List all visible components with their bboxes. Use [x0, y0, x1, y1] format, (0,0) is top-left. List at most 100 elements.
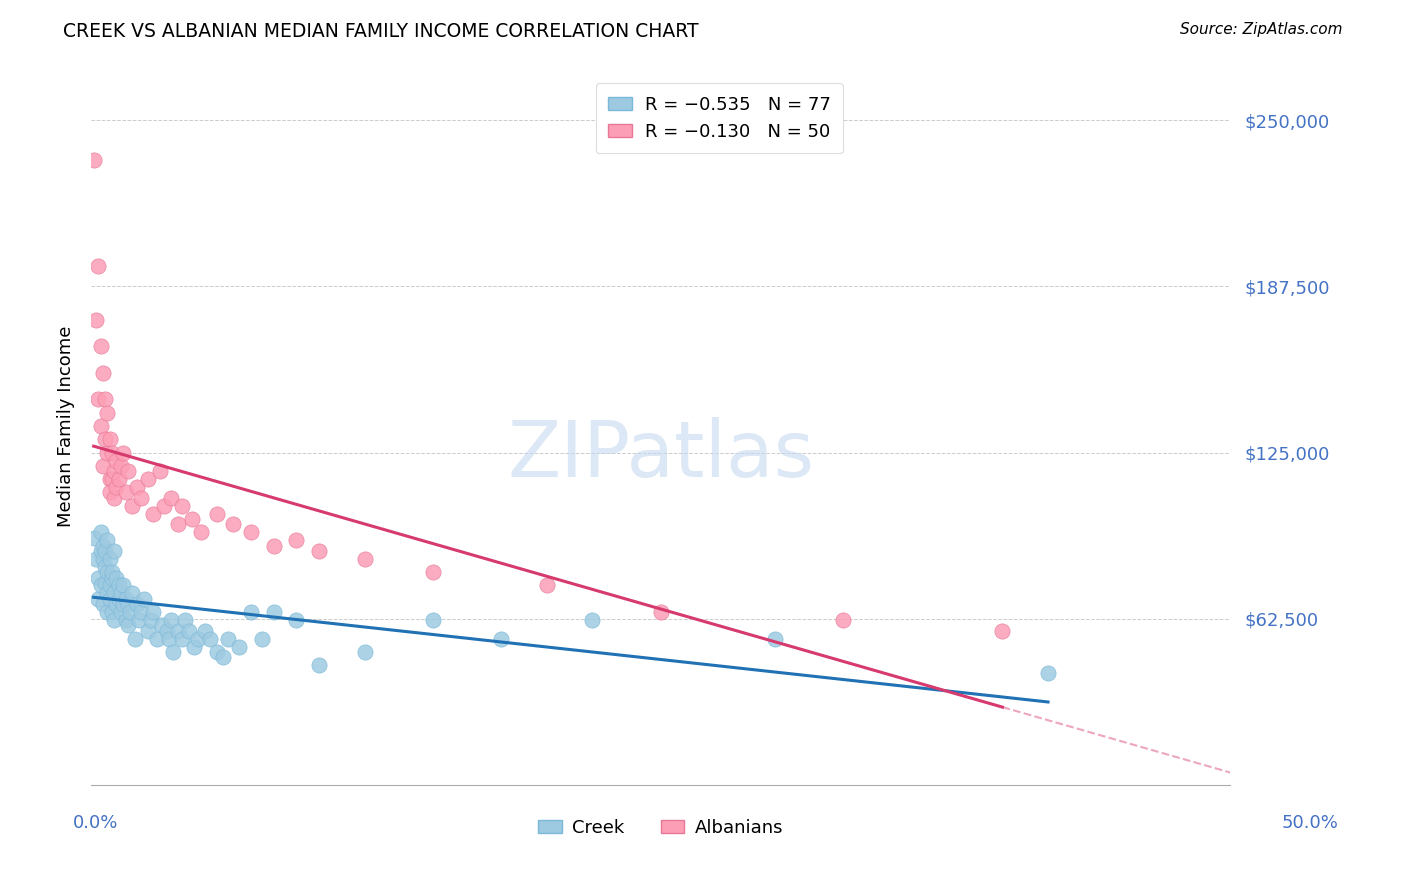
Point [89, 578, 111, 592]
Point [832, 613, 855, 627]
Point [105, 480, 128, 494]
Point [87, 570, 110, 584]
Point [650, 605, 672, 619]
Point [150, 618, 173, 632]
Point [98, 485, 121, 500]
Point [139, 613, 162, 627]
Point [167, 624, 190, 638]
Point [91, 366, 114, 380]
Point [101, 445, 124, 459]
Point [96, 586, 118, 600]
Point [142, 507, 165, 521]
Point [120, 605, 142, 619]
Point [94, 432, 117, 446]
Text: 50.0%: 50.0% [1282, 814, 1339, 831]
Point [142, 605, 165, 619]
Point [87, 591, 110, 606]
Point [205, 507, 228, 521]
Point [198, 632, 221, 646]
Point [94, 544, 117, 558]
Point [117, 597, 139, 611]
Point [110, 605, 132, 619]
Point [250, 632, 273, 646]
Text: Source: ZipAtlas.com: Source: ZipAtlas.com [1180, 22, 1343, 37]
Point [221, 517, 243, 532]
Point [96, 565, 118, 579]
Point [160, 613, 183, 627]
Point [228, 640, 250, 654]
Point [422, 613, 444, 627]
Point [172, 499, 194, 513]
Point [353, 552, 375, 566]
Point [194, 624, 217, 638]
Point [125, 597, 148, 611]
Point [422, 565, 444, 579]
Point [121, 499, 143, 513]
Point [105, 597, 128, 611]
Point [160, 491, 183, 505]
Point [114, 613, 136, 627]
Point [180, 512, 202, 526]
Point [83, 531, 105, 545]
Point [96, 406, 118, 420]
Point [84, 312, 107, 326]
Point [263, 539, 285, 553]
Point [187, 632, 209, 646]
Point [763, 632, 786, 646]
Point [172, 632, 194, 646]
Point [239, 525, 262, 540]
Point [89, 525, 111, 540]
Point [146, 632, 169, 646]
Point [217, 632, 239, 646]
Point [173, 613, 195, 627]
Point [98, 472, 121, 486]
Point [132, 591, 155, 606]
Point [103, 544, 125, 558]
Point [107, 591, 129, 606]
Point [103, 586, 125, 600]
Point [89, 339, 111, 353]
Point [117, 618, 139, 632]
Point [131, 605, 153, 619]
Point [117, 464, 139, 478]
Text: ZIPatlas: ZIPatlas [508, 417, 814, 492]
Point [96, 605, 118, 619]
Point [536, 578, 558, 592]
Text: CREEK VS ALBANIAN MEDIAN FAMILY INCOME CORRELATION CHART: CREEK VS ALBANIAN MEDIAN FAMILY INCOME C… [63, 22, 699, 41]
Point [107, 472, 129, 486]
Point [89, 418, 111, 433]
Point [98, 578, 121, 592]
Point [155, 624, 177, 638]
Point [112, 445, 135, 459]
Point [491, 632, 513, 646]
Point [91, 552, 114, 566]
Point [94, 560, 117, 574]
Point [101, 472, 124, 486]
Point [157, 632, 180, 646]
Point [162, 645, 184, 659]
Point [353, 645, 375, 659]
Point [121, 586, 143, 600]
Point [110, 586, 132, 600]
Point [239, 605, 262, 619]
Point [98, 591, 121, 606]
Point [91, 539, 114, 553]
Point [308, 658, 330, 673]
Point [308, 544, 330, 558]
Point [107, 578, 129, 592]
Point [96, 445, 118, 459]
Point [96, 533, 118, 548]
Point [149, 464, 172, 478]
Point [179, 624, 201, 638]
Point [91, 597, 114, 611]
Point [87, 260, 110, 274]
Point [124, 632, 146, 646]
Point [138, 472, 160, 486]
Point [98, 552, 121, 566]
Point [89, 544, 111, 558]
Point [212, 650, 235, 665]
Point [183, 640, 205, 654]
Point [285, 533, 308, 548]
Point [83, 153, 105, 167]
Point [110, 458, 132, 473]
